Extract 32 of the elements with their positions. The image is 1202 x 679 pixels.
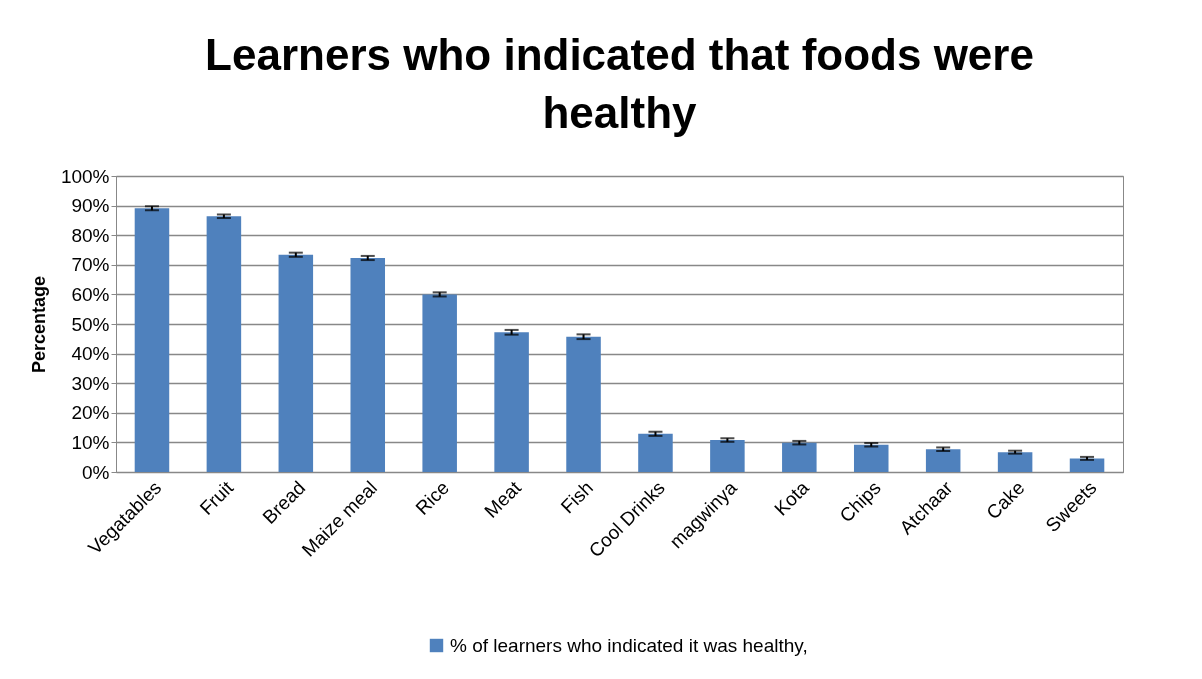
bar	[422, 294, 457, 472]
y-tick-label: 50%	[71, 313, 110, 335]
bar	[853, 444, 889, 472]
y-tick-label: 100%	[60, 165, 110, 187]
y-tick-label: 20%	[71, 402, 110, 424]
bar	[997, 452, 1033, 472]
y-tick-label: 70%	[71, 254, 110, 276]
y-tick-label: 90%	[71, 195, 110, 217]
bar	[1069, 458, 1105, 472]
x-tick-label: Rice	[411, 477, 454, 519]
x-tick-label: Fish	[556, 477, 597, 518]
y-axis-title: Percentage	[28, 275, 49, 374]
bar	[566, 336, 601, 472]
bar	[710, 440, 745, 472]
y-tick-label: 0%	[82, 461, 110, 483]
bar	[782, 442, 817, 472]
y-tick-label: 40%	[71, 343, 110, 365]
x-tick-label: Kota	[770, 476, 814, 520]
bar	[638, 433, 673, 472]
bar	[350, 257, 386, 472]
bar	[925, 449, 961, 472]
legend-label: % of learners who indicated it was healthy,	[450, 634, 808, 656]
y-tick-label: 10%	[71, 431, 110, 453]
text: healthy	[542, 88, 697, 137]
y-tick-label: 60%	[71, 283, 110, 305]
bar	[134, 208, 170, 472]
y-tick-label: 30%	[71, 372, 110, 394]
bar	[494, 332, 529, 472]
text: Learners who indicated that foods were	[205, 30, 1034, 79]
y-tick-label: 80%	[71, 224, 110, 246]
bar	[278, 254, 314, 472]
bar	[206, 216, 242, 472]
